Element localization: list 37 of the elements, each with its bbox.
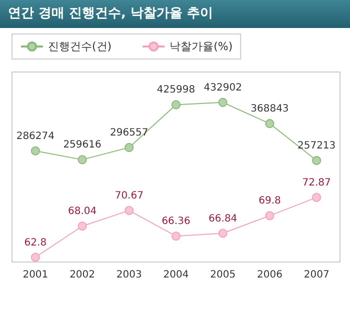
legend-label: 낙찰가율(%) (170, 40, 233, 53)
data-label: 68.04 (68, 206, 97, 218)
data-label: 62.8 (24, 237, 47, 248)
legend-label: 진행건수(건) (48, 40, 112, 53)
x-tick-label: 2002 (70, 270, 96, 280)
point (265, 211, 274, 220)
data-label: 72.87 (302, 177, 331, 188)
point (312, 192, 322, 202)
point (265, 119, 274, 128)
data-label: 66.84 (208, 213, 238, 224)
point (218, 228, 228, 238)
data-label: 66.36 (162, 216, 190, 228)
point (78, 155, 87, 164)
point (78, 222, 87, 231)
x-tick-label: 2001 (22, 270, 48, 280)
point (30, 252, 40, 262)
point (124, 142, 134, 152)
point (172, 232, 180, 241)
x-tick-label: 2006 (256, 270, 282, 280)
data-label: 257213 (297, 140, 336, 152)
point (124, 206, 134, 216)
x-tick-label: 2003 (116, 270, 142, 280)
x-tick-label: 2004 (163, 270, 189, 280)
point (172, 100, 180, 110)
point (30, 146, 40, 156)
data-label: 286274 (16, 130, 55, 142)
x-tick-label: 2005 (210, 270, 236, 280)
point (312, 156, 322, 165)
data-label: 70.67 (114, 190, 144, 202)
data-label: 368843 (250, 104, 289, 115)
point (218, 98, 228, 107)
data-label: 259616 (63, 140, 102, 151)
data-label: 425998 (156, 84, 196, 96)
data-label: 69.8 (258, 196, 281, 207)
chart-title: 연간 경매 진행건수, 낙찰가율 추이 (0, 0, 350, 28)
x-tick-label: 2007 (304, 270, 330, 280)
data-label: 432902 (204, 82, 242, 94)
